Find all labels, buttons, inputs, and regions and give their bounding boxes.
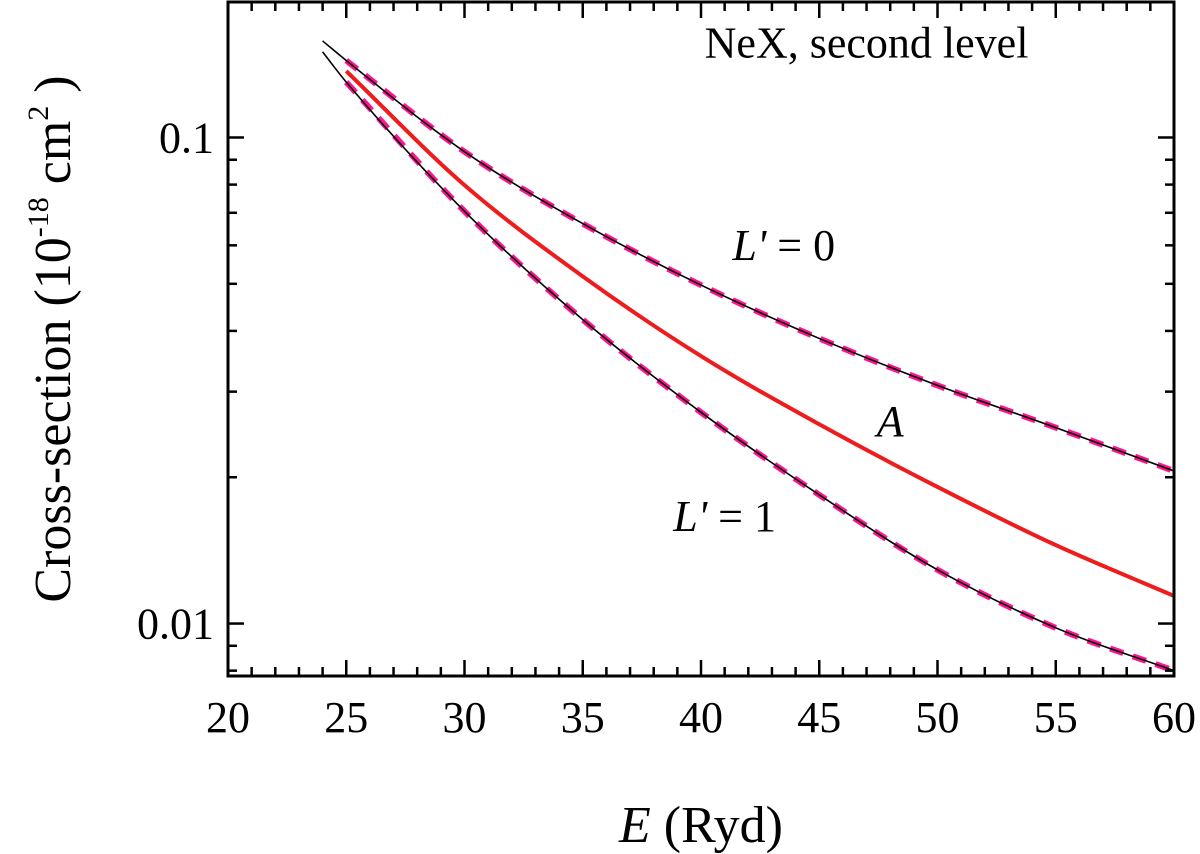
y-axis-end: )	[25, 75, 82, 105]
annotation-3: L' = 1	[672, 492, 776, 541]
series-black-line-0	[322, 40, 1174, 472]
y-axis-title: Cross-section (10-18 cm2 )	[22, 75, 82, 602]
x-tick-label: 45	[797, 693, 841, 742]
y-tick-label: 0.1	[159, 113, 214, 162]
x-tick-label: 30	[443, 693, 487, 742]
y-tick-label: 0.01	[137, 600, 214, 649]
x-tick-label: 20	[206, 693, 250, 742]
labels-layer: 20 25 30 35 40 45 50 55 60 0.01 0.1 E (Ryd) Cross-se…	[22, 19, 1196, 854]
x-tick-label: 50	[916, 693, 960, 742]
axes-layer	[226, 0, 1176, 678]
x-tick-label: 40	[679, 693, 723, 742]
y-axis-exp: -18	[22, 197, 55, 237]
x-tick-label: 60	[1152, 693, 1196, 742]
annotation-rest: = 1	[707, 492, 776, 541]
annotation-1: L' = 0	[731, 221, 835, 270]
x-tick-label: 35	[561, 693, 605, 742]
x-axis-unit: (Ryd)	[651, 797, 783, 854]
series-layer	[321, 40, 1174, 674]
annotation-rest: = 0	[766, 221, 835, 270]
y-axis-exp2: 2	[22, 106, 55, 121]
annotation-italic: L'	[672, 492, 708, 541]
y-axis-mid: cm	[25, 121, 82, 198]
y-axis-main: Cross-section (10	[25, 237, 82, 602]
annotation-0: NeX, second level	[705, 19, 1029, 68]
x-axis-title: E (Ryd)	[618, 797, 783, 854]
annotation-2: A	[874, 397, 905, 446]
annotation-italic: A	[874, 397, 905, 446]
x-tick-label: 55	[1034, 693, 1078, 742]
x-tick-label: 25	[324, 693, 368, 742]
annotation-italic: L'	[731, 221, 767, 270]
series-dashed-line-3	[344, 80, 1174, 674]
series-black-line-2	[321, 51, 1174, 672]
plot-frame	[226, 0, 1176, 678]
x-axis-symbol: E	[618, 797, 651, 854]
series-A-line	[344, 69, 1174, 598]
